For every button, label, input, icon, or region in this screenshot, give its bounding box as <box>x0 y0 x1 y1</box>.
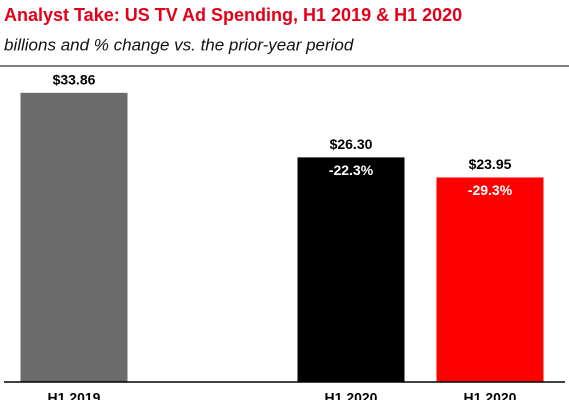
value-label: $26.30 <box>330 136 373 152</box>
x-tick-label: H1 2020 <box>325 390 378 400</box>
x-tick-label: H1 2020 <box>464 390 517 400</box>
value-label: $33.86 <box>53 72 96 88</box>
chart-title: Analyst Take: US TV Ad Spending, H1 2019… <box>4 5 462 25</box>
bar <box>436 177 544 382</box>
change-label: -22.3% <box>329 162 374 178</box>
bar <box>20 92 128 383</box>
x-tick-label: H1 2019 <box>48 390 101 400</box>
bar <box>297 157 405 382</box>
change-label: -29.3% <box>468 182 513 198</box>
chart-subtitle: billions and % change vs. the prior-year… <box>4 35 354 54</box>
value-label: $23.95 <box>469 156 512 172</box>
